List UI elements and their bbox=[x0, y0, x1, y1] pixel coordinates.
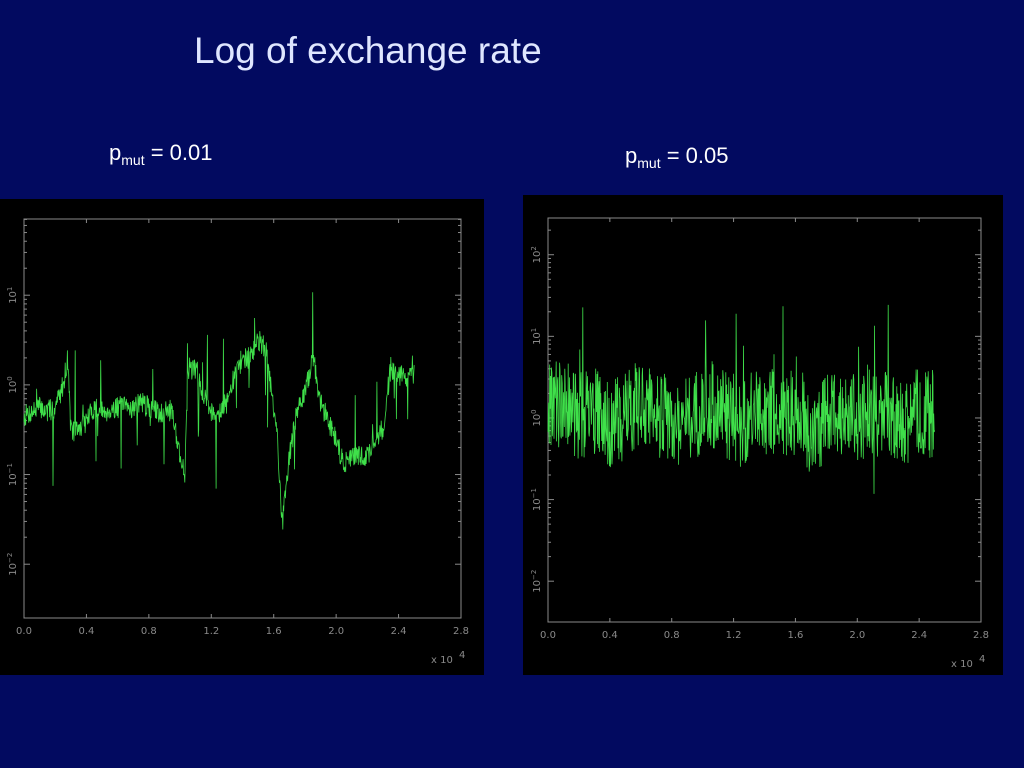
y-tick-label: 10−2 bbox=[530, 570, 543, 593]
x-tick-label: 1.2 bbox=[726, 630, 742, 641]
x-tick-label: 1.6 bbox=[266, 626, 282, 637]
series-line bbox=[23, 292, 415, 530]
label-main: p bbox=[625, 143, 638, 168]
x-tick-label: 2.8 bbox=[453, 626, 469, 637]
y-tick-label: 100 bbox=[6, 376, 19, 393]
panel-label-right: pmut = 0.05 bbox=[625, 143, 728, 171]
series-line bbox=[547, 304, 935, 494]
y-tick-label: 101 bbox=[6, 287, 19, 304]
label-subscript: mut bbox=[121, 152, 145, 168]
label-subscript: mut bbox=[637, 155, 661, 171]
y-tick-label: 10−1 bbox=[530, 488, 543, 511]
y-tick-label: 10−1 bbox=[6, 463, 19, 486]
x-tick-label: 1.6 bbox=[787, 630, 803, 641]
x-tick-label: 2.4 bbox=[391, 626, 407, 637]
x-scale-exponent: 4 bbox=[979, 654, 985, 665]
label-main: p bbox=[109, 140, 122, 165]
slide-title: Log of exchange rate bbox=[194, 30, 542, 71]
label-value: = 0.01 bbox=[144, 140, 213, 165]
x-tick-label: 0.0 bbox=[540, 630, 556, 641]
x-tick-label: 2.0 bbox=[849, 630, 865, 641]
y-tick-label: 100 bbox=[530, 409, 543, 426]
x-tick-label: 0.8 bbox=[141, 626, 157, 637]
x-scale-label: x 10 bbox=[431, 655, 453, 666]
x-tick-label: 2.4 bbox=[911, 630, 927, 641]
label-value: = 0.05 bbox=[660, 143, 729, 168]
y-tick-label: 10−2 bbox=[6, 553, 19, 576]
x-tick-label: 0.8 bbox=[664, 630, 680, 641]
panel-label-left: pmut = 0.01 bbox=[109, 140, 212, 168]
y-tick-label: 101 bbox=[530, 328, 543, 345]
chart-left: 0.0 0.4 0.8 1.2 1.6 2.0 2.4 2.8 x 10 4 10−2 10−1 100… bbox=[0, 199, 484, 675]
x-tick-label: 0.4 bbox=[78, 626, 94, 637]
chart-right: 0.0 0.4 0.8 1.2 1.6 2.0 2.4 2.8 x 10 4 10−2 10−1 100… bbox=[523, 195, 1003, 675]
chart-left-svg: 0.0 0.4 0.8 1.2 1.6 2.0 2.4 2.8 x 10 4 10−2 10−1 100… bbox=[6, 218, 469, 666]
x-tick-label: 2.8 bbox=[973, 630, 989, 641]
chart-right-svg: 0.0 0.4 0.8 1.2 1.6 2.0 2.4 2.8 x 10 4 10−2 10−1 100… bbox=[530, 217, 989, 670]
x-scale-label: x 10 bbox=[951, 659, 973, 670]
y-tick-label: 102 bbox=[530, 246, 543, 263]
x-tick-label: 2.0 bbox=[328, 626, 344, 637]
x-tick-label: 1.2 bbox=[203, 626, 219, 637]
x-scale-exponent: 4 bbox=[459, 650, 465, 661]
x-tick-label: 0.4 bbox=[602, 630, 618, 641]
x-tick-label: 0.0 bbox=[16, 626, 32, 637]
